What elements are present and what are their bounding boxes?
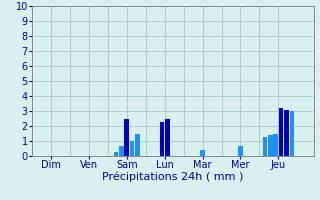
Bar xyxy=(135,134,140,156)
Bar xyxy=(268,135,273,156)
Bar xyxy=(200,150,205,156)
Bar xyxy=(119,146,124,156)
Bar xyxy=(114,152,118,156)
Bar xyxy=(124,118,129,156)
Bar xyxy=(290,111,294,156)
Bar xyxy=(165,118,170,156)
Bar xyxy=(284,110,289,156)
Bar xyxy=(263,137,267,156)
Bar xyxy=(273,134,278,156)
Bar xyxy=(160,121,164,156)
Bar xyxy=(238,146,243,156)
Bar xyxy=(130,141,134,156)
X-axis label: Précipitations 24h ( mm ): Précipitations 24h ( mm ) xyxy=(102,172,244,182)
Bar xyxy=(279,108,284,156)
